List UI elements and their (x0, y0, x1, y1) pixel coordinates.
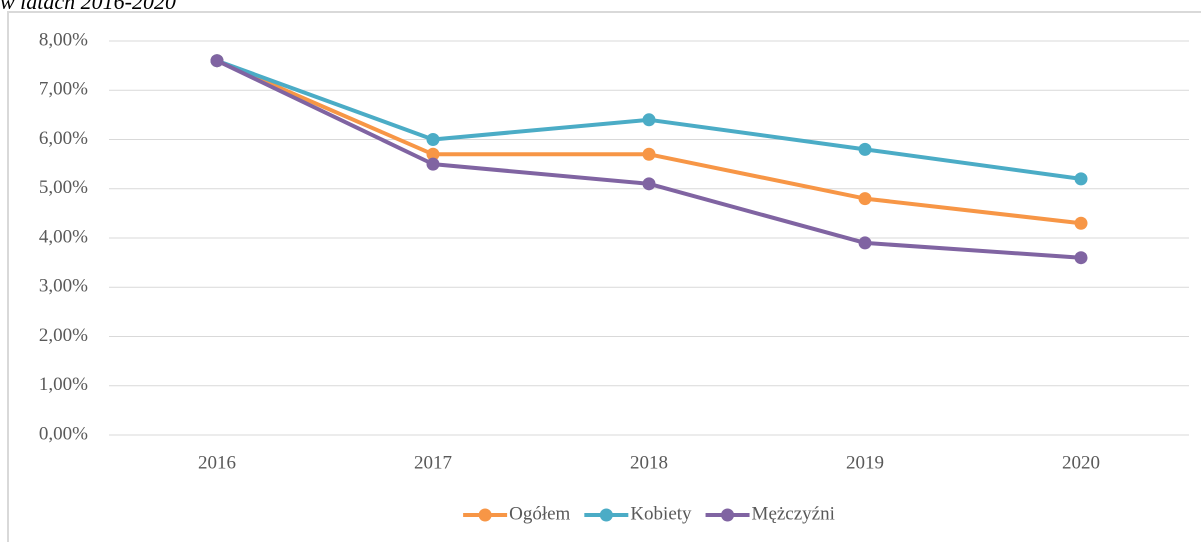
y-tick-label: 2,00% (39, 325, 88, 346)
point (642, 177, 656, 191)
y-tick-label: 8,00% (39, 29, 88, 50)
series-line (216, 58, 1082, 226)
point (210, 54, 224, 68)
point (858, 192, 872, 206)
legend-label: Ogółem (509, 503, 570, 524)
point (1074, 172, 1088, 186)
y-tick-label: 0,00% (39, 423, 88, 444)
y-tick-label: 6,00% (39, 128, 88, 149)
legend-label: Kobiety (630, 503, 692, 524)
y-tick-label: 5,00% (39, 177, 88, 198)
y-tick-label: 1,00% (39, 374, 88, 395)
legend-item: Kobiety (584, 503, 692, 524)
legend-item: Ogółem (463, 503, 571, 524)
x-tick-label: 2020 (1062, 452, 1100, 473)
point (426, 147, 440, 161)
x-tick-label: 2019 (846, 452, 884, 473)
x-tick-label: 2018 (630, 452, 668, 473)
legend-marker (721, 508, 735, 522)
y-tick-label: 3,00% (39, 276, 88, 297)
legend-label: Mężczyźni (752, 503, 835, 524)
legend-item: Mężczyźni (705, 503, 835, 524)
point (1074, 216, 1088, 230)
point (426, 157, 440, 171)
point (1074, 251, 1088, 265)
chart-title: w latach 2016-2020 (0, 0, 176, 14)
chart-border (7, 11, 1201, 542)
x-tick-label: 2016 (198, 452, 236, 473)
point (642, 113, 656, 127)
legend-marker (599, 508, 613, 522)
point (858, 142, 872, 156)
point (642, 147, 656, 161)
legend-marker (478, 508, 492, 522)
point (426, 133, 440, 146)
y-tick-label: 7,00% (39, 79, 88, 100)
x-tick-label: 2017 (414, 452, 452, 473)
point (858, 236, 872, 250)
y-tick-label: 4,00% (39, 226, 88, 247)
